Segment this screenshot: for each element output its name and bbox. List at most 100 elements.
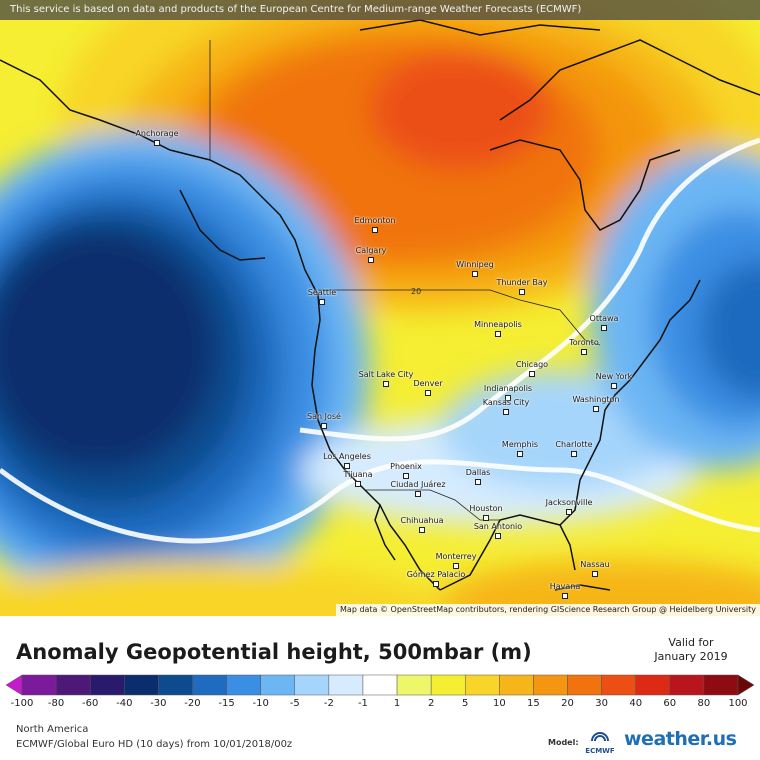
- model-label: Model:: [548, 738, 579, 747]
- city-dot-icon: [383, 381, 389, 387]
- city-dot-icon: [403, 473, 409, 479]
- city-dot-icon: [433, 581, 439, 587]
- city-label: Calgary: [355, 246, 387, 255]
- color-scale-tick-label: -80: [47, 698, 65, 709]
- region-label: North America: [16, 724, 89, 735]
- color-scale-tick-label: -20: [184, 698, 201, 709]
- city-label: Salt Lake City: [358, 370, 414, 379]
- attribution-top: This service is based on data and produc…: [0, 0, 760, 20]
- color-swatch: [192, 674, 227, 696]
- color-scale-tick-label: 40: [629, 698, 643, 709]
- city-dot-icon: [372, 227, 378, 233]
- color-swatch: [89, 674, 125, 696]
- color-scale-tick-label: -5: [289, 698, 300, 709]
- color-scale-tick-label: -1: [357, 698, 368, 709]
- color-scale-tick-label: 5: [462, 698, 469, 709]
- city-label: Dallas: [465, 468, 491, 477]
- color-scale-tick-label: -60: [82, 698, 99, 709]
- city-dot-icon: [453, 563, 459, 569]
- color-scale-tick-label: -10: [252, 698, 269, 709]
- city-label: Toronto: [569, 338, 599, 347]
- city-label: Havana: [549, 582, 581, 591]
- city-label: Anchorage: [135, 129, 179, 138]
- city-dot-icon: [517, 451, 523, 457]
- weather-us-logo[interactable]: weather.us: [624, 728, 737, 750]
- map-canvas: 20: [0, 0, 760, 616]
- color-swatch: [396, 674, 432, 696]
- color-swatch: [635, 674, 671, 696]
- coastlines: [0, 19, 760, 591]
- color-swatch: [430, 674, 466, 696]
- color-scale-tick-label: -2: [323, 698, 334, 709]
- anomaly-map[interactable]: 20 This service is based on data and pro…: [0, 0, 760, 616]
- color-scale-tick-label: 10: [492, 698, 506, 709]
- color-scale-tick-label: 60: [663, 698, 677, 709]
- city-label: Minneapolis: [474, 320, 522, 329]
- color-swatch: [158, 674, 193, 696]
- city-dot-icon: [593, 406, 599, 412]
- city-label: Winnipeg: [456, 260, 494, 269]
- city-dot-icon: [321, 423, 327, 429]
- valid-label: Valid for: [668, 636, 714, 649]
- color-swatch: [226, 674, 261, 696]
- color-swatch: [464, 674, 500, 696]
- color-swatch: [55, 674, 91, 696]
- city-label: Indianapolis: [483, 384, 533, 393]
- color-swatch: [260, 674, 296, 696]
- color-swatch: [737, 674, 754, 696]
- city-dot-icon: [472, 271, 478, 277]
- color-swatch: [6, 674, 23, 696]
- city-dot-icon: [566, 509, 572, 515]
- color-swatch: [567, 674, 602, 696]
- model-run-label: ECMWF/Global Euro HD (10 days) from 10/0…: [16, 739, 293, 750]
- city-dot-icon: [415, 491, 421, 497]
- valid-date: January 2019: [654, 650, 728, 663]
- color-swatch: [703, 674, 739, 696]
- city-label: Washington: [572, 395, 620, 404]
- color-scale-tick-label: 100: [728, 698, 748, 709]
- city-dot-icon: [519, 289, 525, 295]
- attribution-bottom: Map data © OpenStreetMap contributors, r…: [336, 604, 760, 616]
- city-label: Phoenix: [390, 462, 422, 471]
- city-dot-icon: [419, 527, 425, 533]
- city-label: Chicago: [515, 360, 549, 369]
- city-dot-icon: [154, 140, 160, 146]
- color-scale-tick-label: 2: [427, 698, 435, 709]
- ecmwf-logo[interactable]: ECMWF: [582, 728, 618, 755]
- valid-for: Valid for January 2019: [636, 636, 746, 664]
- color-scale-tick-label: 20: [561, 698, 574, 709]
- city-dot-icon: [505, 395, 511, 401]
- city-label: Los Angeles: [323, 452, 371, 461]
- city-label: Monterrey: [435, 552, 477, 561]
- city-dot-icon: [475, 479, 481, 485]
- color-scale-tick-label: 1: [393, 698, 401, 709]
- color-swatch: [294, 674, 330, 696]
- city-dot-icon: [581, 349, 587, 355]
- city-label: Tijuana: [343, 470, 373, 479]
- color-swatch: [362, 674, 398, 696]
- city-dot-icon: [319, 299, 325, 305]
- map-title: Anomaly Geopotential height, 500mbar (m): [16, 640, 532, 664]
- color-scale-tick-label: 30: [595, 698, 608, 709]
- city-label: New York: [595, 372, 633, 381]
- city-dot-icon: [425, 390, 431, 396]
- contour-label: 20: [411, 287, 421, 296]
- city-dot-icon: [344, 463, 350, 469]
- color-scale-tick-label: -100: [10, 698, 34, 709]
- city-label: Seattle: [307, 288, 337, 297]
- city-dot-icon: [571, 451, 577, 457]
- city-label: Memphis: [501, 440, 539, 449]
- city-label: Ottawa: [589, 314, 619, 323]
- city-dot-icon: [495, 331, 501, 337]
- city-dot-icon: [355, 481, 361, 487]
- color-scale-tick-label: 15: [527, 698, 540, 709]
- color-swatch: [601, 674, 636, 696]
- color-swatch: [124, 674, 159, 696]
- color-scale-tick-label: -15: [218, 698, 235, 709]
- ecmwf-globe-icon: [591, 732, 609, 742]
- city-dot-icon: [529, 371, 535, 377]
- city-label: San José: [307, 412, 341, 421]
- city-dot-icon: [562, 593, 568, 599]
- city-label: Denver: [413, 379, 443, 388]
- color-swatch: [499, 674, 534, 696]
